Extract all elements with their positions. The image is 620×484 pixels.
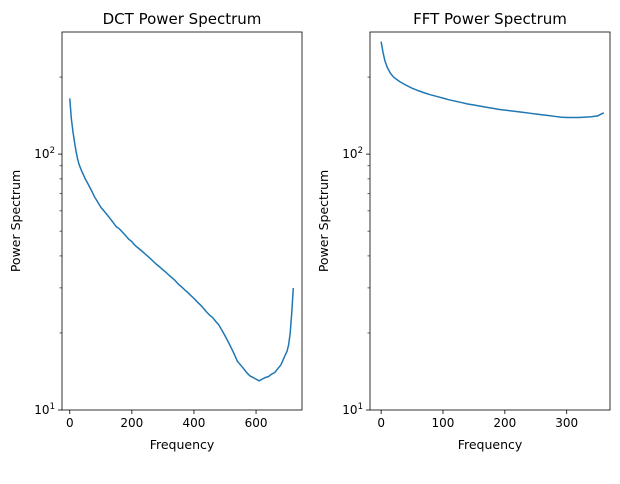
fft-y-ticks: 101 102: [342, 76, 370, 417]
fft-xlabel: Frequency: [458, 437, 523, 452]
dct-xtick-label: 400: [183, 416, 206, 430]
dct-plot-area: [69, 98, 295, 382]
dct-xtick-label: 600: [245, 416, 268, 430]
dct-ylabel: Power Spectrum: [8, 170, 23, 272]
dct-series-line: [69, 98, 295, 382]
fft-xtick-label: 200: [493, 416, 516, 430]
dct-xlabel: Frequency: [150, 437, 215, 452]
fft-ylabel: Power Spectrum: [316, 170, 331, 272]
dct-axes-frame: [61, 31, 303, 411]
fft-panel: FFT Power Spectrum 0 100 200 300 101 102 Fre…: [316, 10, 611, 452]
dct-y-ticks: 101 102: [34, 76, 62, 417]
fft-x-ticks: 0 100 200 300: [377, 410, 578, 430]
dct-ytick-label: 102: [34, 146, 55, 161]
dct-xtick-label: 200: [120, 416, 143, 430]
dct-ytick-label: 101: [34, 402, 55, 417]
fft-ytick-label: 102: [342, 146, 363, 161]
fft-axes-frame: [369, 31, 611, 411]
fft-title: FFT Power Spectrum: [413, 10, 567, 28]
fft-series-line: [380, 41, 605, 119]
dct-panel: DCT Power Spectrum 0 200 400 600 101 102 Fre…: [8, 10, 303, 452]
dct-title: DCT Power Spectrum: [103, 10, 262, 28]
fft-xtick-label: 0: [377, 416, 385, 430]
dct-xtick-label: 0: [66, 416, 74, 430]
fft-plot-area: [380, 41, 605, 119]
fft-xtick-label: 300: [555, 416, 578, 430]
fft-ytick-label: 101: [342, 402, 363, 417]
dct-x-ticks: 0 200 400 600: [66, 410, 268, 430]
fft-xtick-label: 100: [432, 416, 455, 430]
